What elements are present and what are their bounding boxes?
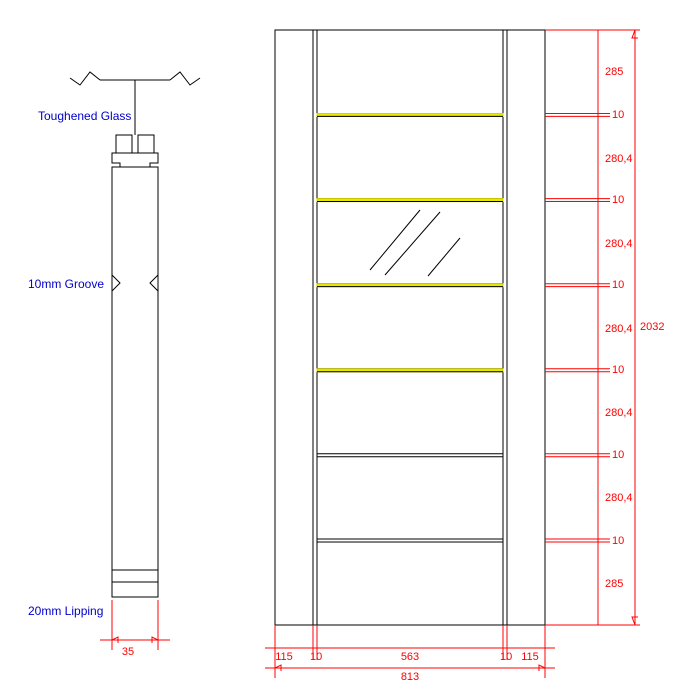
profile-section: Toughened Glass 10mm Groove 20mm Lipping…	[28, 72, 200, 658]
svg-text:280,4: 280,4	[605, 238, 633, 250]
svg-text:563: 563	[401, 651, 419, 663]
toughened-glass-label: Toughened Glass	[38, 109, 131, 123]
technical-drawing: Toughened Glass 10mm Groove 20mm Lipping…	[0, 0, 700, 700]
groove-label: 10mm Groove	[28, 277, 104, 291]
svg-text:280,4: 280,4	[605, 323, 633, 335]
svg-text:10: 10	[500, 651, 512, 663]
svg-text:10: 10	[612, 279, 624, 291]
svg-text:280,4: 280,4	[605, 407, 633, 419]
svg-text:285: 285	[605, 578, 623, 590]
overall-width-value: 813	[401, 671, 419, 683]
svg-text:10: 10	[310, 651, 322, 663]
svg-text:10: 10	[612, 364, 624, 376]
overall-height-value: 2032	[640, 321, 664, 333]
door-elevation: 285 10 280,4 10 280,4 10 280,4 10 280,4 …	[265, 30, 664, 683]
lipping-label: 20mm Lipping	[28, 604, 103, 618]
svg-text:280,4: 280,4	[605, 153, 633, 165]
svg-text:285: 285	[605, 66, 623, 78]
profile-width-value: 35	[122, 646, 134, 658]
profile-width-dim	[100, 600, 170, 650]
svg-text:10: 10	[612, 194, 624, 206]
svg-text:10: 10	[612, 535, 624, 547]
svg-text:10: 10	[612, 449, 624, 461]
svg-text:10: 10	[612, 109, 624, 121]
svg-text:115: 115	[275, 651, 293, 663]
svg-text:115: 115	[521, 651, 539, 663]
svg-text:280,4: 280,4	[605, 492, 633, 504]
